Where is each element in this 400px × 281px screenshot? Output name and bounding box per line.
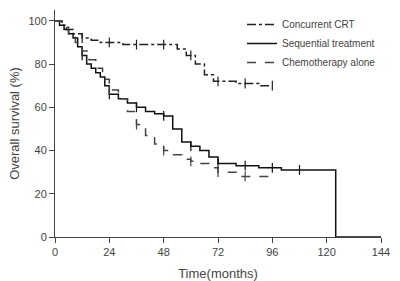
svg-text:120: 120 bbox=[317, 246, 335, 258]
svg-text:144: 144 bbox=[372, 246, 390, 258]
svg-text:Concurrent CRT: Concurrent CRT bbox=[282, 19, 355, 30]
svg-text:100: 100 bbox=[28, 15, 46, 27]
svg-text:24: 24 bbox=[103, 246, 115, 258]
svg-text:Chemotherapy alone: Chemotherapy alone bbox=[282, 57, 375, 68]
svg-text:96: 96 bbox=[266, 246, 278, 258]
svg-text:Overall survival (%): Overall survival (%) bbox=[7, 67, 22, 180]
svg-text:72: 72 bbox=[212, 246, 224, 258]
svg-text:0: 0 bbox=[52, 246, 58, 258]
svg-text:40: 40 bbox=[35, 144, 47, 156]
svg-text:0: 0 bbox=[41, 231, 47, 243]
svg-text:60: 60 bbox=[35, 101, 47, 113]
svg-text:20: 20 bbox=[35, 188, 47, 200]
svg-text:80: 80 bbox=[35, 58, 47, 70]
svg-text:Sequential treatment: Sequential treatment bbox=[282, 38, 375, 49]
svg-text:48: 48 bbox=[158, 246, 170, 258]
svg-text:Time(months): Time(months) bbox=[178, 266, 258, 281]
